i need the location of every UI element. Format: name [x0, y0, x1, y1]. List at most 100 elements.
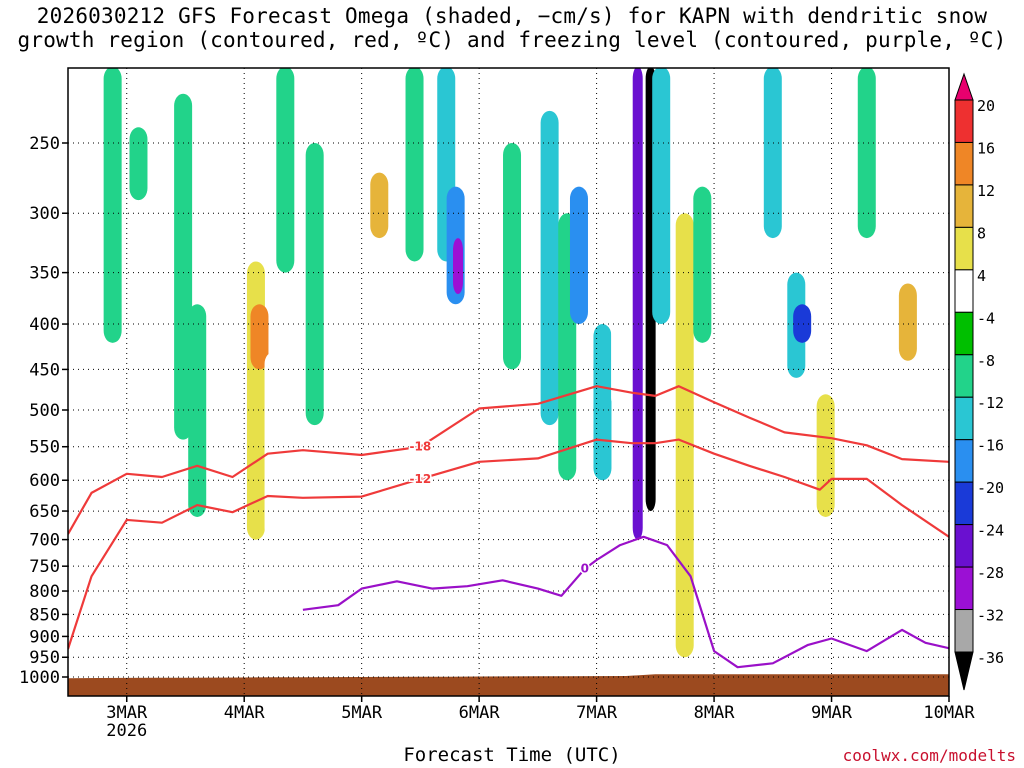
omega-cell: [569, 186, 588, 325]
omega-cell: [793, 304, 812, 343]
y-tick-label: 650: [29, 502, 60, 522]
omega-cell: [264, 351, 283, 540]
omega-cell: [452, 238, 463, 295]
colorbar-label: -20: [977, 479, 1004, 497]
colorbar-label: -36: [977, 649, 1004, 667]
omega-cell: [898, 283, 917, 361]
dgz-contour-label: -12: [410, 472, 432, 486]
chart-title: 2026030212 GFS Forecast Omega (shaded, −…: [0, 4, 1024, 52]
omega-cell: [857, 68, 876, 239]
omega-cell: [922, 158, 941, 447]
omega-cell: [470, 110, 489, 214]
y-tick-label: 800: [29, 582, 60, 602]
colorbar-label: -28: [977, 564, 1004, 582]
colorbar-label: -8: [977, 352, 995, 370]
omega-cell: [405, 68, 424, 262]
omega-cell: [129, 127, 148, 201]
y-tick-label: 300: [29, 204, 60, 224]
omega-cell: [503, 143, 522, 370]
x-tick-label: 6MAR: [459, 703, 501, 723]
x-tick-label: 3MAR: [106, 703, 148, 723]
chart-title-line2: growth region (contoured, red, ºC) and f…: [17, 28, 1007, 52]
credit-text: coolwx.com/modelts: [842, 746, 1016, 765]
chart-title-line1: 2026030212 GFS Forecast Omega (shaded, −…: [36, 4, 988, 28]
omega-shading: [103, 68, 941, 658]
y-tick-label: 400: [29, 315, 60, 335]
terrain-shape: [68, 674, 949, 696]
x-tick-sublabel: 2026: [106, 721, 147, 741]
colorbar-segment: [954, 439, 974, 483]
y-tick-label: 500: [29, 401, 60, 421]
y-tick-label: 850: [29, 605, 60, 625]
colorbar-label: 12: [977, 182, 995, 200]
y-tick-label: 750: [29, 557, 60, 577]
y-axis-ticks: 2503003504004505005506006507007508008509…: [19, 134, 68, 688]
freezing-contour-label: 0: [581, 562, 589, 576]
plot-border: [67, 67, 950, 697]
omega-cell: [716, 143, 735, 343]
colorbar-bottom-arrow: [954, 651, 974, 691]
colorbar-segment: [954, 609, 974, 653]
y-tick-label: 700: [29, 531, 60, 551]
colorbar-segment: [954, 269, 974, 313]
omega-cell: [335, 110, 354, 395]
colorbar-label: 16: [977, 139, 995, 157]
omega-cell: [675, 213, 694, 658]
colorbar-label: -16: [977, 437, 1004, 455]
colorbar-label: 8: [977, 224, 986, 242]
x-tick-label: 4MAR: [224, 703, 266, 723]
omega-cell: [276, 68, 295, 273]
omega-cell: [370, 172, 389, 239]
omega-cell: [188, 304, 207, 517]
colorbar-label: -12: [977, 394, 1004, 412]
grid-lines: [68, 68, 949, 696]
colorbar-top-arrow: [954, 72, 974, 101]
colorbar-segment: [954, 396, 974, 441]
colorbar-segment: [954, 141, 974, 186]
x-tick-label: 8MAR: [694, 703, 736, 723]
x-tick-label: 7MAR: [576, 703, 618, 723]
omega-cell: [305, 143, 324, 426]
y-tick-label: 900: [29, 627, 60, 647]
colorbar-label: -4: [977, 309, 995, 327]
colorbar-segment: [954, 524, 974, 568]
omega-cell: [652, 68, 671, 325]
colorbar-segment: [954, 226, 974, 271]
colorbar-segment: [954, 311, 974, 356]
x-tick-label: 5MAR: [341, 703, 383, 723]
dgz-contour-label: -18: [410, 440, 432, 454]
colorbar-label: -32: [977, 607, 1004, 625]
colorbar: 20 16 12 8 4 -4 -8 -12 -16 -20 -24 -28 -32 -36: [954, 72, 1004, 691]
colorbar-label: -24: [977, 522, 1004, 540]
omega-cell: [881, 304, 900, 454]
omega-cell: [611, 68, 630, 410]
y-tick-label: 600: [29, 471, 60, 491]
x-tick-label: 10MAR: [923, 703, 975, 723]
plot-frame: [67, 67, 950, 697]
omega-cell: [632, 68, 643, 540]
omega-cell: [816, 394, 835, 517]
y-tick-label: 250: [29, 134, 60, 154]
colorbar-segment: [954, 354, 974, 398]
omega-cell: [103, 68, 122, 343]
y-tick-label: 950: [29, 648, 60, 668]
colorbar-segment: [954, 481, 974, 526]
terrain-fill: [68, 674, 949, 696]
y-tick-label: 350: [29, 264, 60, 284]
dgz-contour: [68, 438, 949, 650]
omega-cell: [593, 324, 612, 481]
colorbar-segment: [954, 99, 974, 143]
omega-cell: [540, 110, 559, 426]
omega-cell: [693, 186, 712, 343]
contour-lines: -18 -12 0: [68, 385, 949, 669]
y-tick-label: 450: [29, 360, 60, 380]
x-tick-label: 9MAR: [811, 703, 853, 723]
y-tick-label: 550: [29, 438, 60, 458]
freezing-contour: [302, 535, 949, 669]
colorbar-segment: [954, 184, 974, 228]
omega-cell: [250, 304, 269, 370]
omega-cell: [174, 93, 193, 440]
colorbar-label: 4: [977, 267, 986, 285]
